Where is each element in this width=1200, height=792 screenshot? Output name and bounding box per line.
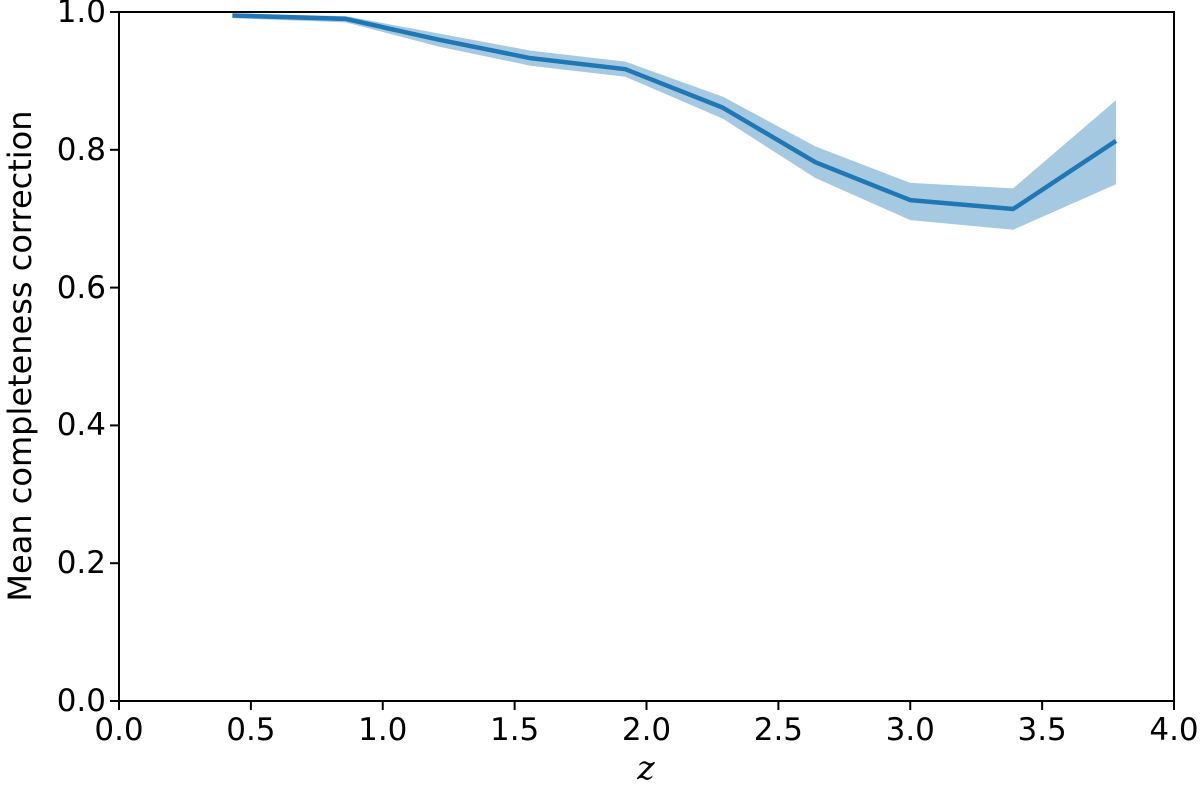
- x-tick-label: 2.0: [621, 712, 672, 748]
- x-axis-label: z: [637, 748, 655, 787]
- y-tick-label: 0.8: [56, 131, 106, 168]
- y-tick-label: 0.0: [56, 683, 106, 719]
- x-tick-label: 0.5: [226, 712, 276, 748]
- x-tick-label: 4.0: [1149, 712, 1199, 748]
- x-tick-label: 1.5: [489, 712, 540, 748]
- y-tick-label: 0.4: [56, 407, 106, 444]
- x-tick-label: 3.0: [885, 712, 935, 748]
- x-tick-label: 3.5: [1017, 712, 1067, 748]
- plot-border: [118, 11, 1175, 702]
- x-tick-label: 1.0: [358, 712, 408, 748]
- x-tick-label: 2.5: [753, 712, 804, 748]
- x-tick-label: 0.0: [94, 712, 144, 748]
- y-tick-label: 1.0: [56, 0, 106, 30]
- y-ticks: [110, 11, 119, 702]
- y-tick-label: 0.6: [56, 269, 106, 306]
- uncertainty-band: [232, 13, 1116, 230]
- mean-line: [232, 13, 1118, 212]
- y-axis-label: Mean completeness correction: [1, 110, 39, 602]
- x-ticks: [118, 701, 1175, 710]
- y-tick-label: 0.2: [56, 545, 106, 582]
